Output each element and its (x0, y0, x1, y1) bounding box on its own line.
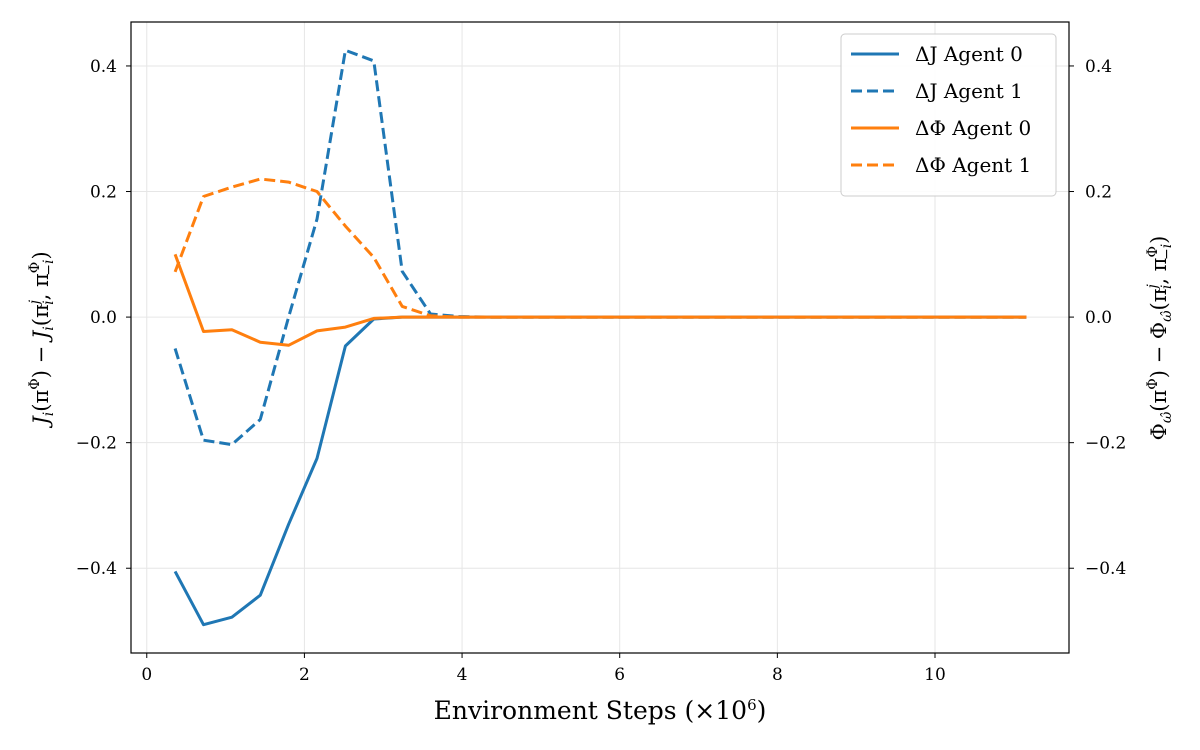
series-layer (173, 48, 1027, 627)
y-tick-label-right: 0.0 (1085, 308, 1112, 328)
x-tick-label: 4 (457, 665, 468, 685)
y-tick-label-left: 0.2 (90, 183, 117, 203)
y-tick-label-right: 0.2 (1085, 183, 1112, 203)
x-tick-label: 2 (299, 665, 310, 685)
y-tick-label-right: 0.4 (1085, 57, 1112, 77)
x-axis-label: Environment Steps (×106) (434, 696, 767, 725)
y-axis-label-right: Φω̂(πΦ) − Φω̂(πji, πΦ−i) (1145, 236, 1175, 441)
x-tick-label: 6 (614, 665, 625, 685)
legend-label: ΔΦ Agent 1 (915, 153, 1031, 177)
x-tick-label: 0 (141, 665, 152, 685)
x-tick-label: 10 (924, 665, 946, 685)
y-tick-label-left: −0.2 (76, 434, 117, 454)
y-axis-label-left: Ji(πΦ) − Ji(πji, πΦ−i) (27, 251, 57, 428)
y-tick-label-right: −0.2 (1085, 434, 1126, 454)
y-tick-label-right: −0.4 (1085, 559, 1126, 579)
legend-label: ΔJ Agent 0 (915, 42, 1023, 66)
y-tick-label-left: −0.4 (76, 559, 117, 579)
plot-frame (130, 21, 1070, 654)
legend-label: ΔΦ Agent 0 (915, 116, 1031, 140)
series-line-4 (173, 177, 1027, 319)
axes-ticks: 0 2 4 6 8 10 −0.4 −0.4 −0.2 −0.2 0.0 0.0 0.2 0.2 0.4 0.… (76, 57, 1127, 685)
y-tick-label-left: 0.0 (90, 308, 117, 328)
legend: ΔJ Agent 0 ΔJ Agent 1 ΔΦ Agent 0 ΔΦ Agent 1 (840, 33, 1057, 197)
legend-label: ΔJ Agent 1 (915, 79, 1023, 103)
legend-box (840, 33, 1057, 197)
x-tick-label: 8 (772, 665, 783, 685)
y-tick-label-left: 0.4 (90, 57, 117, 77)
series-line-1 (173, 315, 1027, 627)
